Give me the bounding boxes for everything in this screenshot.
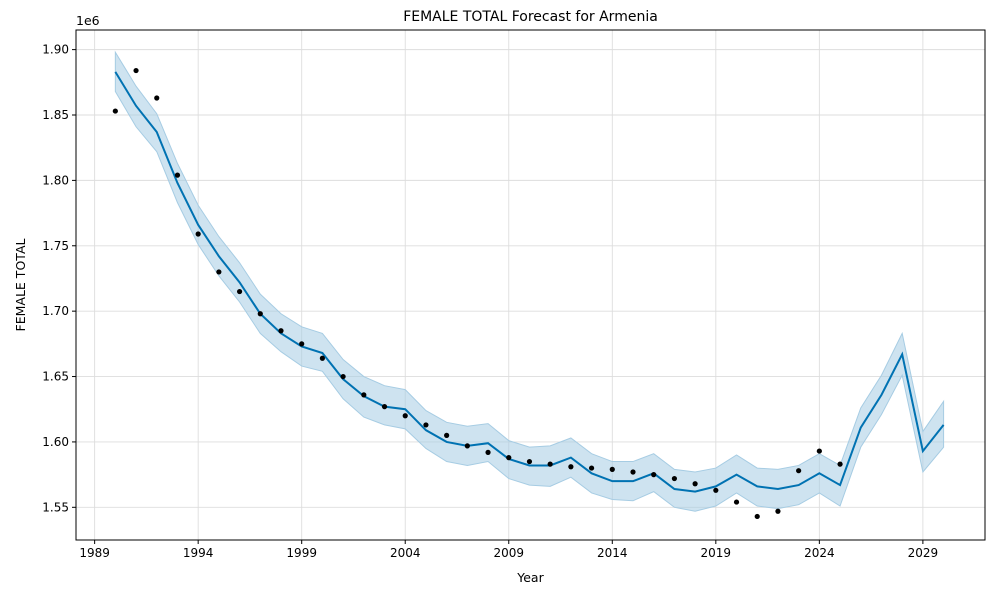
x-tick-label: 2004 — [390, 546, 421, 560]
x-tick-label: 2024 — [804, 546, 835, 560]
actual-data-point — [837, 461, 843, 467]
plot-frame — [75, 29, 986, 541]
actual-data-point — [547, 461, 553, 467]
actual-data-point — [112, 108, 118, 114]
actual-data-point — [299, 341, 305, 347]
actual-data-point — [236, 288, 243, 295]
forecast-line — [114, 71, 945, 493]
actual-data-point — [402, 413, 408, 419]
forecast-line-layer — [114, 71, 945, 493]
actual-data-point — [278, 328, 284, 334]
y-tick-label: 1.65 — [42, 370, 69, 384]
actual-data-point — [464, 443, 470, 449]
uncertainty-band — [114, 50, 945, 512]
uncertainty-band-layer — [114, 50, 945, 512]
actual-data-point — [651, 472, 657, 478]
actual-data-point — [506, 455, 512, 461]
x-tick-label: 2009 — [493, 546, 524, 560]
actual-data-point — [775, 508, 781, 514]
x-axis-ticks: 1989 1994 1999 2004 2009 2014 2019 2024 2029 — [79, 540, 938, 560]
actual-data-point — [671, 475, 678, 482]
grid-lines — [76, 30, 985, 540]
actual-data-point — [257, 311, 263, 317]
actual-data-point — [319, 355, 325, 361]
y-tick-label: 1.55 — [42, 500, 69, 514]
actual-data-point — [713, 487, 719, 493]
actual-data-point — [340, 373, 346, 380]
y-tick-label: 1.75 — [42, 239, 69, 253]
actual-data-point — [195, 231, 201, 237]
x-tick-label: 1994 — [183, 546, 214, 560]
actual-data-point — [796, 468, 802, 474]
actual-data-point — [816, 448, 822, 454]
y-tick-label: 1.60 — [42, 435, 69, 449]
y-tick-label: 1.85 — [42, 108, 69, 122]
x-tick-label: 2014 — [597, 546, 628, 560]
actual-data-point — [444, 432, 450, 438]
y-tick-label: 1.80 — [42, 173, 69, 187]
actual-data-point — [754, 513, 760, 520]
actual-data-point — [692, 481, 698, 487]
x-tick-label: 1999 — [286, 546, 317, 560]
actual-data-point — [630, 469, 636, 475]
y-tick-label: 1.70 — [42, 304, 69, 318]
y-axis-offset-label: 1e6 — [76, 13, 100, 28]
actual-data-point — [609, 466, 615, 472]
actual-data-point — [381, 404, 388, 410]
actual-data-point — [154, 95, 160, 101]
actual-data-point — [588, 465, 595, 471]
chart-title: FEMALE TOTAL Forecast for Armenia — [403, 9, 658, 25]
actual-data-point — [423, 422, 429, 428]
actual-data-point — [133, 67, 139, 74]
actual-data-point — [174, 172, 181, 178]
actual-data-point — [526, 458, 533, 465]
actual-data-point — [361, 392, 367, 398]
actual-data-point — [733, 499, 740, 505]
x-tick-label: 2029 — [908, 546, 939, 560]
y-tick-label: 1.90 — [42, 43, 69, 57]
x-tick-label: 1989 — [79, 546, 110, 560]
x-tick-label: 2019 — [701, 546, 732, 560]
actual-data-point — [216, 269, 222, 275]
actual-points-layer — [112, 67, 843, 520]
y-axis-label: FEMALE TOTAL — [13, 239, 28, 332]
actual-data-point — [485, 449, 491, 455]
actual-data-point — [568, 464, 574, 470]
y-axis-ticks: 1.55 1.60 1.65 1.70 1.75 1.80 1.85 1.90 — [42, 43, 76, 514]
x-axis-label: Year — [516, 570, 544, 585]
